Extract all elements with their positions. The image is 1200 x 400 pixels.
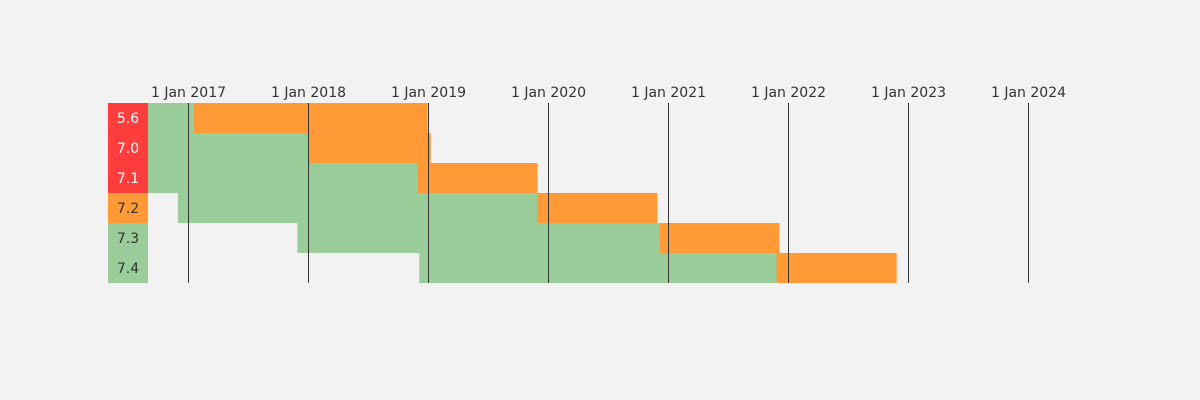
tick-label: 1 Jan 2018 [271,85,346,101]
tick-label: 1 Jan 2022 [751,85,826,101]
version-label-7.1: 7.1 [117,171,139,187]
tick-label: 1 Jan 2023 [871,85,946,101]
version-labels-layer: 5.6 7.0 7.1 7.2 7.3 7.4 [108,103,148,283]
tick-labels-layer: 1 Jan 2017 1 Jan 2018 1 Jan 2019 1 Jan 2020… [151,85,1066,101]
gridlines-layer [188,103,1029,283]
version-badge-7.1 [108,163,148,193]
version-badge-7.3 [108,223,148,253]
version-badge-7.0 [108,133,148,163]
active-support-bar-7.4 [536,253,777,283]
version-label-7.2: 7.2 [117,201,139,217]
version-label-7.3: 7.3 [117,231,139,247]
version-badge-5.6 [108,103,148,133]
tick-label: 1 Jan 2019 [391,85,466,101]
bars-layer [148,103,897,283]
version-label-7.0: 7.0 [117,141,139,157]
version-badge-7.4 [108,253,148,283]
tick-label: 1 Jan 2020 [511,85,586,101]
tick-label: 1 Jan 2024 [991,85,1066,101]
version-badge-7.2 [108,193,148,223]
tick-label: 1 Jan 2021 [631,85,706,101]
tick-label: 1 Jan 2017 [151,85,226,101]
version-label-5.6: 5.6 [117,111,139,127]
version-label-7.4: 7.4 [117,261,139,277]
security-support-bar-7.4 [776,253,897,283]
